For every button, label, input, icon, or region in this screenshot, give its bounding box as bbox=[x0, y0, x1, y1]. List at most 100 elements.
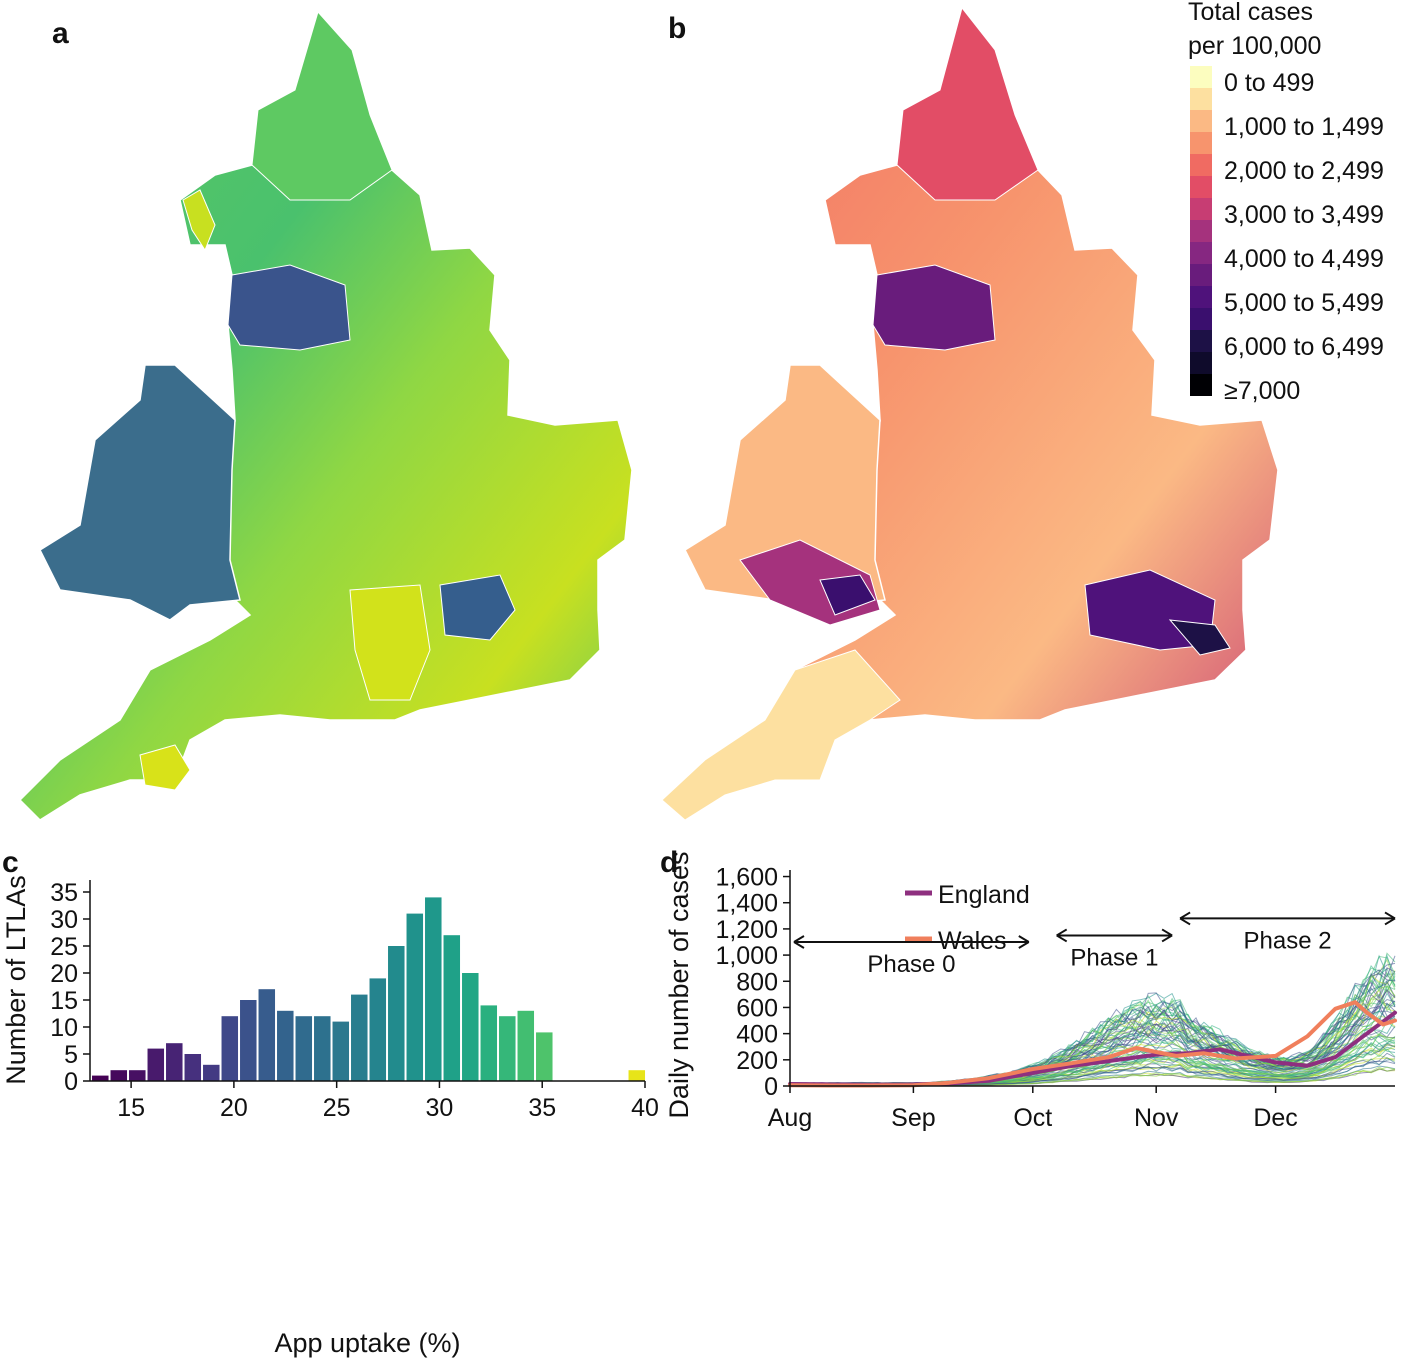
legend-swatch bbox=[1190, 88, 1212, 110]
histogram-bar bbox=[388, 946, 405, 1081]
x-tick-label: 35 bbox=[528, 1094, 556, 1122]
legend-swatch bbox=[1190, 66, 1212, 88]
phase-arrow-heads bbox=[793, 935, 1030, 949]
wales-region-a bbox=[39, 364, 241, 621]
histogram-bar bbox=[258, 989, 276, 1081]
north-region-a bbox=[251, 10, 393, 201]
y-tick-label: 5 bbox=[64, 1041, 78, 1069]
x-tick-label: 20 bbox=[220, 1094, 248, 1122]
legend-swatch bbox=[1190, 374, 1212, 396]
y-tick-label: 1,000 bbox=[715, 942, 778, 970]
legend-swatch bbox=[1190, 132, 1212, 154]
northwest-region-a bbox=[227, 264, 351, 351]
y-tick-label: 1,400 bbox=[715, 890, 778, 918]
histogram-bar bbox=[462, 973, 479, 1081]
phase-arrow-heads bbox=[1179, 911, 1396, 926]
legend-label-england: England bbox=[938, 881, 1030, 909]
histogram-bar bbox=[92, 1075, 109, 1081]
y-tick-label: 600 bbox=[736, 994, 778, 1022]
map-legend: Total cases per 100,000 0 to 499 1,000 to… bbox=[1188, 0, 1384, 405]
north-region-b bbox=[896, 6, 1039, 201]
legend-label: 4,000 to 4,499 bbox=[1224, 245, 1384, 273]
app-uptake-map bbox=[18, 10, 633, 821]
phase-label: Phase 0 bbox=[867, 951, 955, 978]
y-tick-label: 20 bbox=[50, 960, 78, 988]
legend-swatch bbox=[1190, 198, 1212, 220]
histogram-bar bbox=[517, 1010, 535, 1081]
histogram-bar bbox=[277, 1010, 294, 1081]
legend-label: 5,000 to 5,499 bbox=[1224, 289, 1384, 317]
x-tick-label: Nov bbox=[1134, 1104, 1179, 1132]
x-tick-label: 30 bbox=[426, 1094, 454, 1122]
legend-swatch bbox=[1190, 220, 1212, 242]
x-axis-label: App uptake (%) bbox=[274, 1328, 460, 1358]
y-tick-label: 1,200 bbox=[715, 916, 778, 944]
wales-region-b bbox=[684, 364, 886, 621]
histogram-bar bbox=[110, 1070, 128, 1081]
panel-label-c: c bbox=[2, 846, 19, 879]
y-tick-label: 35 bbox=[50, 879, 78, 907]
legend-swatch bbox=[1190, 242, 1212, 264]
histogram-bar bbox=[425, 897, 442, 1081]
y-tick-label: 10 bbox=[50, 1014, 78, 1042]
legend-label: 1,000 to 1,499 bbox=[1224, 113, 1384, 141]
y-axis-label: Number of LTLAs bbox=[1, 875, 31, 1085]
histogram-bar bbox=[129, 1070, 146, 1081]
y-tick-label: 0 bbox=[64, 1068, 78, 1096]
histogram-bar bbox=[240, 1000, 257, 1081]
y-tick-label: 30 bbox=[50, 906, 78, 934]
y-tick-label: 200 bbox=[736, 1047, 778, 1075]
histogram-bar bbox=[536, 1032, 553, 1081]
x-tick-label: 15 bbox=[117, 1094, 145, 1122]
x-tick-label: Dec bbox=[1253, 1104, 1297, 1132]
legend-swatch bbox=[1190, 110, 1212, 132]
total-cases-map bbox=[660, 6, 1279, 821]
panel-label-a: a bbox=[52, 17, 69, 50]
phase-label: Phase 2 bbox=[1243, 927, 1331, 954]
legend-swatch bbox=[1190, 352, 1212, 374]
x-tick-label: Aug bbox=[768, 1104, 812, 1132]
northwest-region-b bbox=[872, 264, 996, 351]
exeter-region-a bbox=[139, 744, 191, 791]
south-wales-high-b bbox=[819, 574, 876, 616]
london-region-a bbox=[439, 574, 516, 641]
histogram-bar bbox=[203, 1064, 220, 1081]
histogram-bar bbox=[499, 1016, 516, 1081]
legend-swatch bbox=[1190, 286, 1212, 308]
legend-label: 0 to 499 bbox=[1224, 69, 1314, 97]
legend-swatch bbox=[1190, 264, 1212, 286]
thames-estuary-b bbox=[1168, 619, 1231, 656]
histogram-bar bbox=[480, 1005, 498, 1081]
cumbria-coast-a bbox=[182, 189, 216, 252]
legend-swatch bbox=[1190, 308, 1212, 330]
southwest-region-b bbox=[661, 649, 901, 821]
legend-label: 3,000 to 3,499 bbox=[1224, 201, 1384, 229]
histogram-bar bbox=[314, 1016, 331, 1081]
panel-label-b: b bbox=[668, 12, 686, 45]
y-tick-label: 1,600 bbox=[715, 864, 778, 892]
panel-label-d: d bbox=[660, 846, 678, 879]
legend-label: 2,000 to 2,499 bbox=[1224, 157, 1384, 185]
y-axis-label: Daily number of cases bbox=[664, 851, 694, 1118]
legend-label: ≥7,000 bbox=[1224, 377, 1300, 405]
x-tick-label: 25 bbox=[323, 1094, 351, 1122]
histogram-bar bbox=[332, 1021, 350, 1081]
legend-title-line2: per 100,000 bbox=[1188, 32, 1321, 60]
phase-arrow-heads bbox=[1056, 928, 1173, 943]
y-tick-label: 15 bbox=[50, 987, 78, 1015]
legend-swatch bbox=[1190, 330, 1212, 352]
legend-label: 6,000 to 6,499 bbox=[1224, 333, 1384, 361]
y-tick-label: 0 bbox=[764, 1073, 778, 1101]
y-tick-label: 400 bbox=[736, 1021, 778, 1049]
histogram-bar bbox=[166, 1043, 183, 1081]
legend-title-line1: Total cases bbox=[1188, 0, 1313, 26]
oxford-region-a bbox=[349, 584, 431, 701]
histogram-bar bbox=[295, 1016, 313, 1081]
histogram-bar bbox=[369, 978, 387, 1081]
histogram-bar bbox=[628, 1070, 646, 1081]
phase-label: Phase 1 bbox=[1070, 944, 1158, 971]
wales-line bbox=[788, 1000, 1397, 1088]
